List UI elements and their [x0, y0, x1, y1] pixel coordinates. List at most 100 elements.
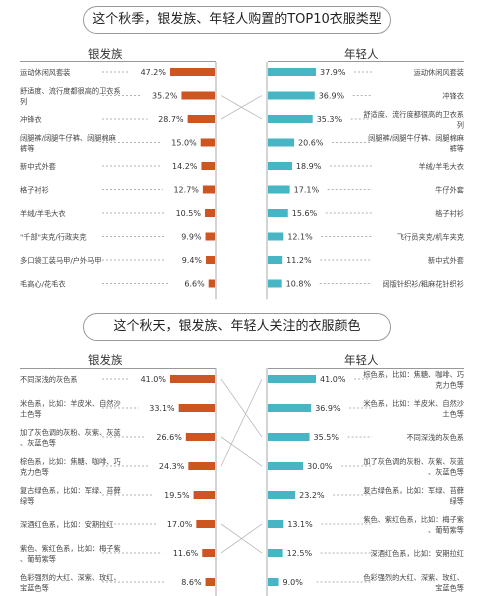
left-value-label: 11.6% [173, 549, 199, 558]
right-value-label: 15.6% [292, 209, 318, 218]
left-value-label: 9.9% [181, 233, 202, 242]
left-category-label: 米色系，比如：羊皮米、自然沙 [20, 399, 121, 408]
chart1-left-header-line [20, 61, 216, 62]
right-value-label: 37.9% [320, 68, 346, 77]
left-bar [178, 404, 215, 412]
right-bar [268, 232, 284, 241]
left-category-label: 复古绿色系，比如：军绿、苔藓 [20, 486, 121, 495]
chart2-left-group-label: 银发族 [88, 353, 123, 367]
right-category-label: 牛仔外套 [435, 186, 464, 195]
left-bar [202, 185, 215, 194]
rank-change-line [220, 378, 263, 438]
left-bar [205, 232, 215, 241]
right-category-label: 格子衬衫 [435, 209, 464, 218]
left-value-label: 28.7% [158, 115, 184, 124]
right-bar [268, 578, 279, 586]
right-category-label: 色彩强烈的大红、深紫、玫红、 [363, 573, 464, 582]
left-value-label: 41.0% [141, 375, 167, 384]
right-value-label: 35.3% [317, 115, 343, 124]
left-value-label: 6.6% [184, 280, 205, 289]
right-value-label: 10.8% [286, 280, 312, 289]
left-value-label: 33.1% [149, 404, 175, 413]
right-category-label: 舒适度、流行度都很高的卫衣系 [363, 110, 464, 119]
left-category-label: 阔腿裤/阔腿牛仔裤、阔腿棉麻 [20, 133, 116, 142]
rank-change-line [220, 378, 263, 467]
left-category-label: 加了灰色调的灰粉、灰紫、灰蓝 [20, 428, 121, 437]
chart1-right-header-line [268, 61, 464, 62]
left-value-label: 35.2% [152, 92, 178, 101]
left-category-label: 宝蓝色等 [20, 583, 49, 592]
right-bar [268, 462, 304, 470]
right-category-label: 阔版针织衫/粗麻花针织衫 [383, 280, 465, 289]
right-value-label: 36.9% [315, 404, 341, 413]
right-bar [268, 279, 282, 288]
right-bar [268, 549, 283, 557]
right-category-label: 棕色系，比如：焦糖、咖啡、巧 [363, 370, 464, 379]
right-value-label: 35.5% [314, 433, 340, 442]
left-bar [185, 433, 215, 441]
left-bar [206, 256, 215, 264]
left-category-label: 列 [20, 97, 27, 106]
left-value-label: 15.0% [171, 139, 197, 148]
right-value-label: 20.6% [298, 139, 324, 148]
left-category-label: 、葡萄紫等 [20, 554, 56, 563]
right-category-label: 羊绒/羊毛大衣 [418, 162, 464, 171]
right-value-label: 12.5% [287, 549, 313, 558]
right-bar [268, 162, 292, 170]
left-value-label: 8.6% [181, 578, 202, 587]
right-category-label: 不同深浅的灰色系 [406, 433, 464, 442]
left-category-label: 多口袋工装马甲/户外马甲 [20, 256, 102, 265]
right-bar [268, 115, 313, 123]
left-category-label: 绿等 [20, 496, 34, 505]
right-value-label: 41.0% [320, 375, 346, 384]
left-bar [181, 91, 215, 100]
left-bar [196, 520, 215, 528]
left-category-label: 运动休闲风套装 [20, 68, 70, 77]
left-category-label: 、灰蓝色等 [20, 438, 56, 447]
right-bar [268, 433, 310, 441]
left-bar [187, 115, 215, 123]
left-value-label: 10.5% [176, 209, 202, 218]
left-category-label: 裤等 [20, 144, 34, 153]
left-value-label: 47.2% [141, 68, 167, 77]
left-category-label: "千部"夹克/行政夹克 [20, 233, 87, 242]
chart2-right-group-label: 年轻人 [344, 353, 379, 367]
right-bar [268, 185, 290, 194]
right-category-label: 绿等 [450, 496, 464, 505]
right-category-label: 宝蓝色等 [435, 583, 464, 592]
right-bar [268, 91, 315, 100]
right-category-label: 加了灰色调的灰粉、灰紫、灰蓝 [363, 457, 464, 466]
right-value-label: 30.0% [307, 462, 333, 471]
left-category-label: 格子衬衫 [20, 186, 49, 195]
left-value-label: 9.4% [182, 256, 203, 265]
rank-change-line [220, 95, 263, 120]
left-bar [170, 375, 215, 383]
left-value-label: 17.0% [167, 520, 193, 529]
right-category-label: 米色系，比如：羊皮米、自然沙 [363, 399, 464, 408]
rank-change-line [220, 523, 263, 554]
right-category-label: 土色等 [442, 409, 464, 418]
left-category-label: 土色等 [20, 409, 42, 418]
left-bar [205, 578, 215, 586]
right-bar [268, 520, 284, 528]
chart2-title: 这个秋天，银发族、年轻人关注的衣服颜色 [83, 313, 391, 341]
right-value-label: 18.9% [296, 162, 322, 171]
right-category-label: 克力色等 [435, 380, 464, 389]
left-category-label: 新中式外套 [20, 162, 56, 171]
left-category-label: 紫色、紫红色系，比如：梅子紫 [20, 544, 121, 553]
right-value-label: 9.0% [283, 578, 304, 587]
left-bar [193, 491, 215, 499]
left-bar [200, 138, 215, 147]
right-bar [268, 256, 283, 264]
right-value-label: 23.2% [299, 491, 325, 500]
right-category-label: 裤等 [450, 144, 464, 153]
left-category-label: 深酒红色系，比如：安期拉红 [20, 520, 113, 529]
left-category-label: 羊绒/羊毛大衣 [20, 209, 66, 218]
right-category-label: 紫色、紫红色系，比如：梅子紫 [363, 515, 464, 524]
right-category-label: 深酒红色系，比如：安期拉红 [371, 549, 464, 558]
right-category-label: 飞行员夹克/机车夹克 [397, 233, 464, 242]
right-bar [268, 404, 312, 412]
left-bar [202, 549, 215, 557]
